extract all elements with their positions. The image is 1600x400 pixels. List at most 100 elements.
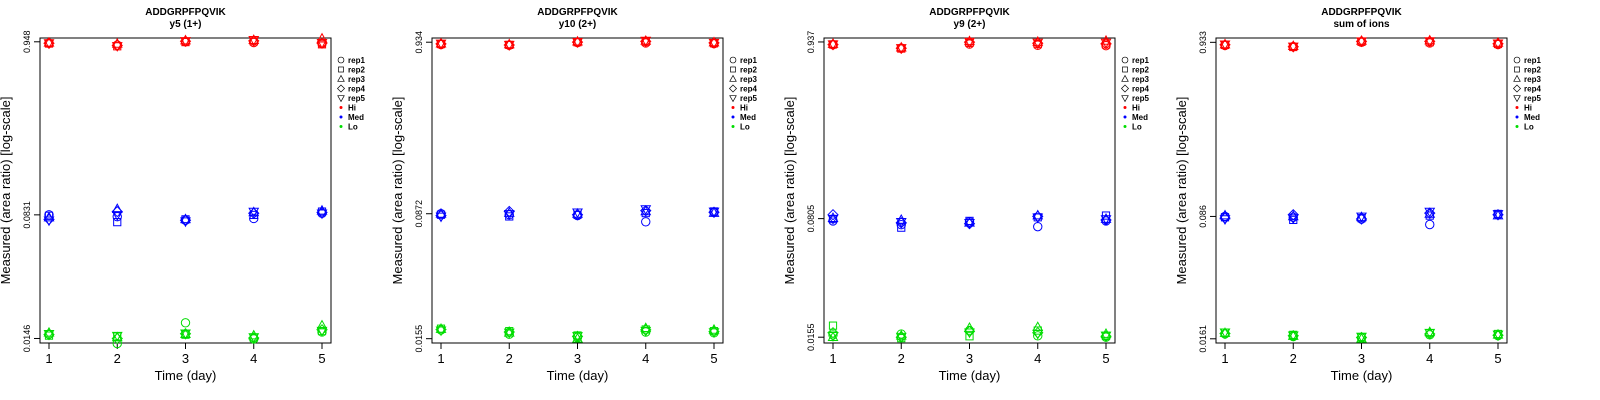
y-tick-label: 0.0805 [806,205,816,233]
legend-marker [729,95,737,103]
legend-label: rep3 [1132,75,1149,84]
x-axis-label: Time (day) [1331,368,1393,383]
data-point-lo-rep5 [111,331,123,342]
legend-label: Lo [1524,123,1534,132]
data-point-lo-rep2 [828,321,838,330]
data-point-med-rep4 [1287,209,1299,221]
x-axis-label: Time (day) [939,368,1001,383]
data-point-lo-rep5 [316,326,328,337]
legend-marker [1121,95,1129,103]
data-point-med-rep5 [503,210,515,220]
legend-label: rep2 [348,66,365,75]
legend-symbol-rep4 [337,84,345,93]
data-point-med-rep5 [1356,212,1367,223]
data-point-hi-rep5 [1100,38,1112,49]
data-point-med-rep5 [1492,210,1504,220]
data-point-med-rep2 [113,218,122,227]
data-point-hi-rep5 [640,36,652,47]
x-tick-label: 1 [829,351,836,366]
data-point-lo-rep5 [1287,331,1299,342]
data-point-med-rep1 [896,219,906,230]
data-point-lo-rep5 [503,328,515,339]
y-tick-label: 0.0872 [414,200,424,228]
data-point-hi-rep3 [708,36,720,47]
legend-marker [338,66,344,73]
chart-title: ADDGRPFPQVIK [537,7,618,18]
data-point-hi-rep5 [964,37,975,48]
data-point-hi-rep3 [435,37,447,48]
data-point-med-rep3 [1100,213,1112,223]
legend-label: rep3 [348,75,365,84]
y-tick-label: 0.934 [414,31,424,54]
x-tick-label: 4 [1034,351,1041,366]
y-tick-label: 0.933 [1198,31,1208,54]
data-point-hi-rep3 [248,34,260,44]
legend-label: rep1 [1132,56,1149,65]
data-point-hi-rep5 [1287,42,1299,53]
x-tick-label: 3 [966,351,973,366]
data-point-hi-rep5 [248,35,260,46]
legend-marker [729,74,737,82]
legend-label: rep3 [740,75,757,84]
data-point-lo-rep5 [248,333,260,344]
y-tick-label: 0.0155 [414,325,424,353]
legend-marker [729,84,737,93]
x-tick-label: 1 [437,351,444,366]
legend-marker [1123,125,1127,128]
data-point-hi-rep5 [316,38,328,49]
data-point-hi-rep3 [180,34,191,45]
data-point-hi-rep5 [1219,40,1231,51]
legend-label: Med [348,113,364,122]
legend-marker [1121,84,1129,93]
data-point-hi-rep3 [895,41,907,52]
data-point-lo-rep1 [1033,331,1043,341]
data-point-hi-rep3 [827,38,839,48]
data-point-lo-rep5 [1219,328,1231,339]
x-tick-label: 3 [182,351,189,366]
data-point-lo-rep5 [1032,329,1044,340]
data-point-hi-rep5 [1424,37,1436,48]
data-point-lo-rep5 [895,332,907,343]
legend-marker [729,56,737,64]
data-point-hi-rep5 [827,40,839,51]
chart-title: ADDGRPFPQVIK [929,7,1010,18]
legend-marker [1515,115,1519,119]
legend-label: rep5 [348,94,365,103]
legend-symbol-rep2 [338,66,344,73]
data-point-hi-rep5 [43,39,55,50]
data-point-lo-rep3 [316,319,328,330]
legend-symbol-rep5 [1121,95,1129,103]
data-point-hi-rep3 [1100,34,1112,45]
x-tick-label: 1 [1221,351,1228,366]
x-axis-label: Time (day) [547,368,609,383]
x-axis-label: Time (day) [155,368,217,383]
legend-symbol-rep2 [1514,66,1520,73]
legend-marker [1513,74,1521,82]
data-point-med-rep4 [1355,213,1368,225]
plot-area [1215,37,1508,344]
legend-marker [337,95,345,103]
data-point-med-rep5 [1287,214,1299,225]
legend-label: rep1 [1524,56,1541,65]
data-point-med-rep5 [708,207,720,218]
x-tick-label: 2 [114,351,121,366]
data-point-med-rep5 [1219,215,1231,226]
legend-marker [337,84,345,93]
x-tick-label: 4 [1426,351,1433,366]
legend-label: rep1 [740,56,757,65]
x-tick-label: 2 [898,351,905,366]
data-point-med-rep5 [316,209,328,220]
data-point-med-rep1 [1033,221,1043,232]
chart-subtitle: y10 (2+) [559,19,597,30]
legend-symbol-rep1 [337,56,345,64]
plot-area [823,37,1116,344]
x-tick-label: 5 [318,351,325,366]
legend-label: rep3 [1524,75,1541,84]
data-point-hi-rep5 [435,39,447,50]
y-tick-label: 0.937 [806,31,816,54]
chart-subtitle: y5 (1+) [170,19,202,30]
legend-marker [1123,106,1127,109]
x-tick-label: 4 [642,351,649,366]
legend-label: rep5 [1524,94,1541,103]
